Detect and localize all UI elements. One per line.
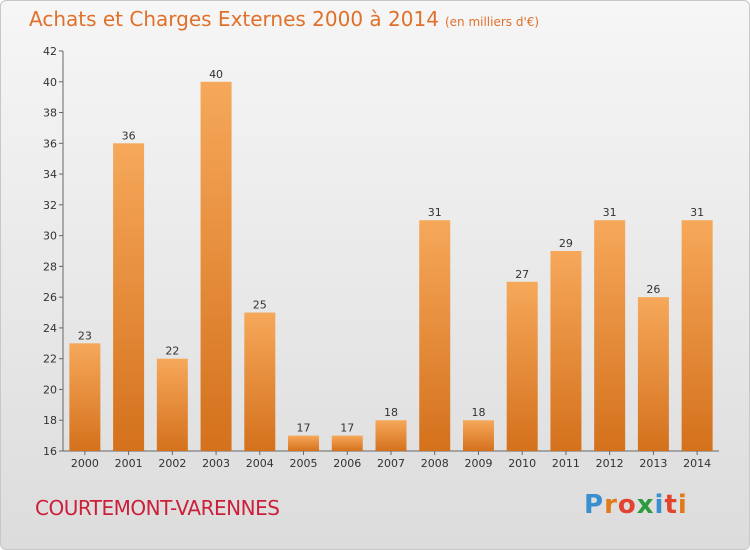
bar — [637, 297, 669, 451]
y-tick-label: 22 — [43, 353, 57, 366]
bar-value-label: 31 — [603, 206, 617, 219]
bar-value-label: 31 — [690, 206, 704, 219]
bar — [113, 143, 145, 452]
bar-value-label: 25 — [253, 299, 267, 312]
bar — [681, 220, 713, 451]
bar — [375, 420, 407, 451]
x-tick-label: 2003 — [202, 457, 230, 470]
logo-letter: i — [654, 490, 665, 520]
logo-letter: P — [584, 490, 605, 520]
logo-letter: i — [677, 490, 688, 520]
bar-value-label: 26 — [646, 283, 660, 296]
axes: 16 18 20 22 24 26 28 30 32 34 36 38 40 42 2000 2001 2002… — [43, 45, 719, 470]
y-tick-label: 24 — [43, 322, 57, 335]
y-tick-label: 30 — [43, 230, 57, 243]
bar-value-label: 31 — [428, 206, 442, 219]
logo-letter: r — [604, 490, 618, 520]
x-tick-label: 2007 — [377, 457, 405, 470]
bar — [419, 220, 451, 451]
bar — [550, 251, 582, 451]
bar — [200, 81, 232, 452]
bar-value-label: 18 — [471, 406, 485, 419]
x-tick-label: 2002 — [158, 457, 186, 470]
subtitle-text: (en milliers d'€) — [444, 15, 540, 29]
bar — [594, 220, 626, 451]
y-tick-label: 16 — [43, 445, 57, 458]
x-tick-label: 2010 — [508, 457, 536, 470]
bar — [462, 420, 494, 451]
bar-value-label: 27 — [515, 268, 529, 281]
x-tick-label: 2013 — [639, 457, 667, 470]
y-tick-label: 32 — [43, 199, 57, 212]
bar — [331, 435, 363, 451]
bar — [244, 312, 276, 451]
x-tick-label: 2014 — [683, 457, 711, 470]
bar-value-label: 36 — [122, 129, 136, 142]
x-tick-label: 2006 — [333, 457, 361, 470]
chart-title: Achats et Charges Externes 2000 à 2014 (e… — [29, 7, 539, 31]
y-tick-label: 36 — [43, 137, 57, 150]
bar-value-label: 40 — [209, 68, 223, 81]
bar — [69, 343, 101, 451]
y-tick-label: 40 — [43, 76, 57, 89]
y-tick-label: 34 — [43, 168, 57, 181]
x-tick-label: 2001 — [115, 457, 143, 470]
bar-value-label: 23 — [78, 329, 92, 342]
x-tick-label: 2004 — [246, 457, 274, 470]
y-tick-label: 26 — [43, 291, 57, 304]
x-tick-label: 2011 — [552, 457, 580, 470]
y-tick-label: 38 — [43, 107, 57, 120]
y-tick-label: 20 — [43, 383, 57, 396]
x-tick-label: 2008 — [421, 457, 449, 470]
x-tick-label: 2009 — [464, 457, 492, 470]
title-text: Achats et Charges Externes 2000 à 2014 — [29, 7, 439, 31]
proxiti-logo[interactable]: Proxiti — [584, 490, 688, 520]
x-tick-label: 2012 — [596, 457, 624, 470]
bar-value-label: 22 — [165, 345, 179, 358]
bar — [288, 435, 320, 451]
bar-value-label: 29 — [559, 237, 573, 250]
y-tick-label: 28 — [43, 260, 57, 273]
x-tick-label: 2000 — [71, 457, 99, 470]
y-tick-label: 18 — [43, 414, 57, 427]
logo-letter: o — [617, 490, 637, 520]
logo-letter: x — [636, 490, 655, 520]
bar-value-label: 18 — [384, 406, 398, 419]
x-tick-label: 2005 — [290, 457, 318, 470]
bars: 23 36 22 40 25 17 17 18 31 18 27 29 31 26 31 — [69, 68, 713, 452]
logo-letter: t — [664, 490, 678, 520]
y-tick-label: 42 — [43, 45, 57, 58]
bar — [156, 358, 188, 451]
bar — [506, 281, 538, 451]
bar-value-label: 17 — [340, 422, 354, 435]
commune-name: COURTEMONT-VARENNES — [35, 496, 280, 520]
bar-value-label: 17 — [297, 422, 311, 435]
